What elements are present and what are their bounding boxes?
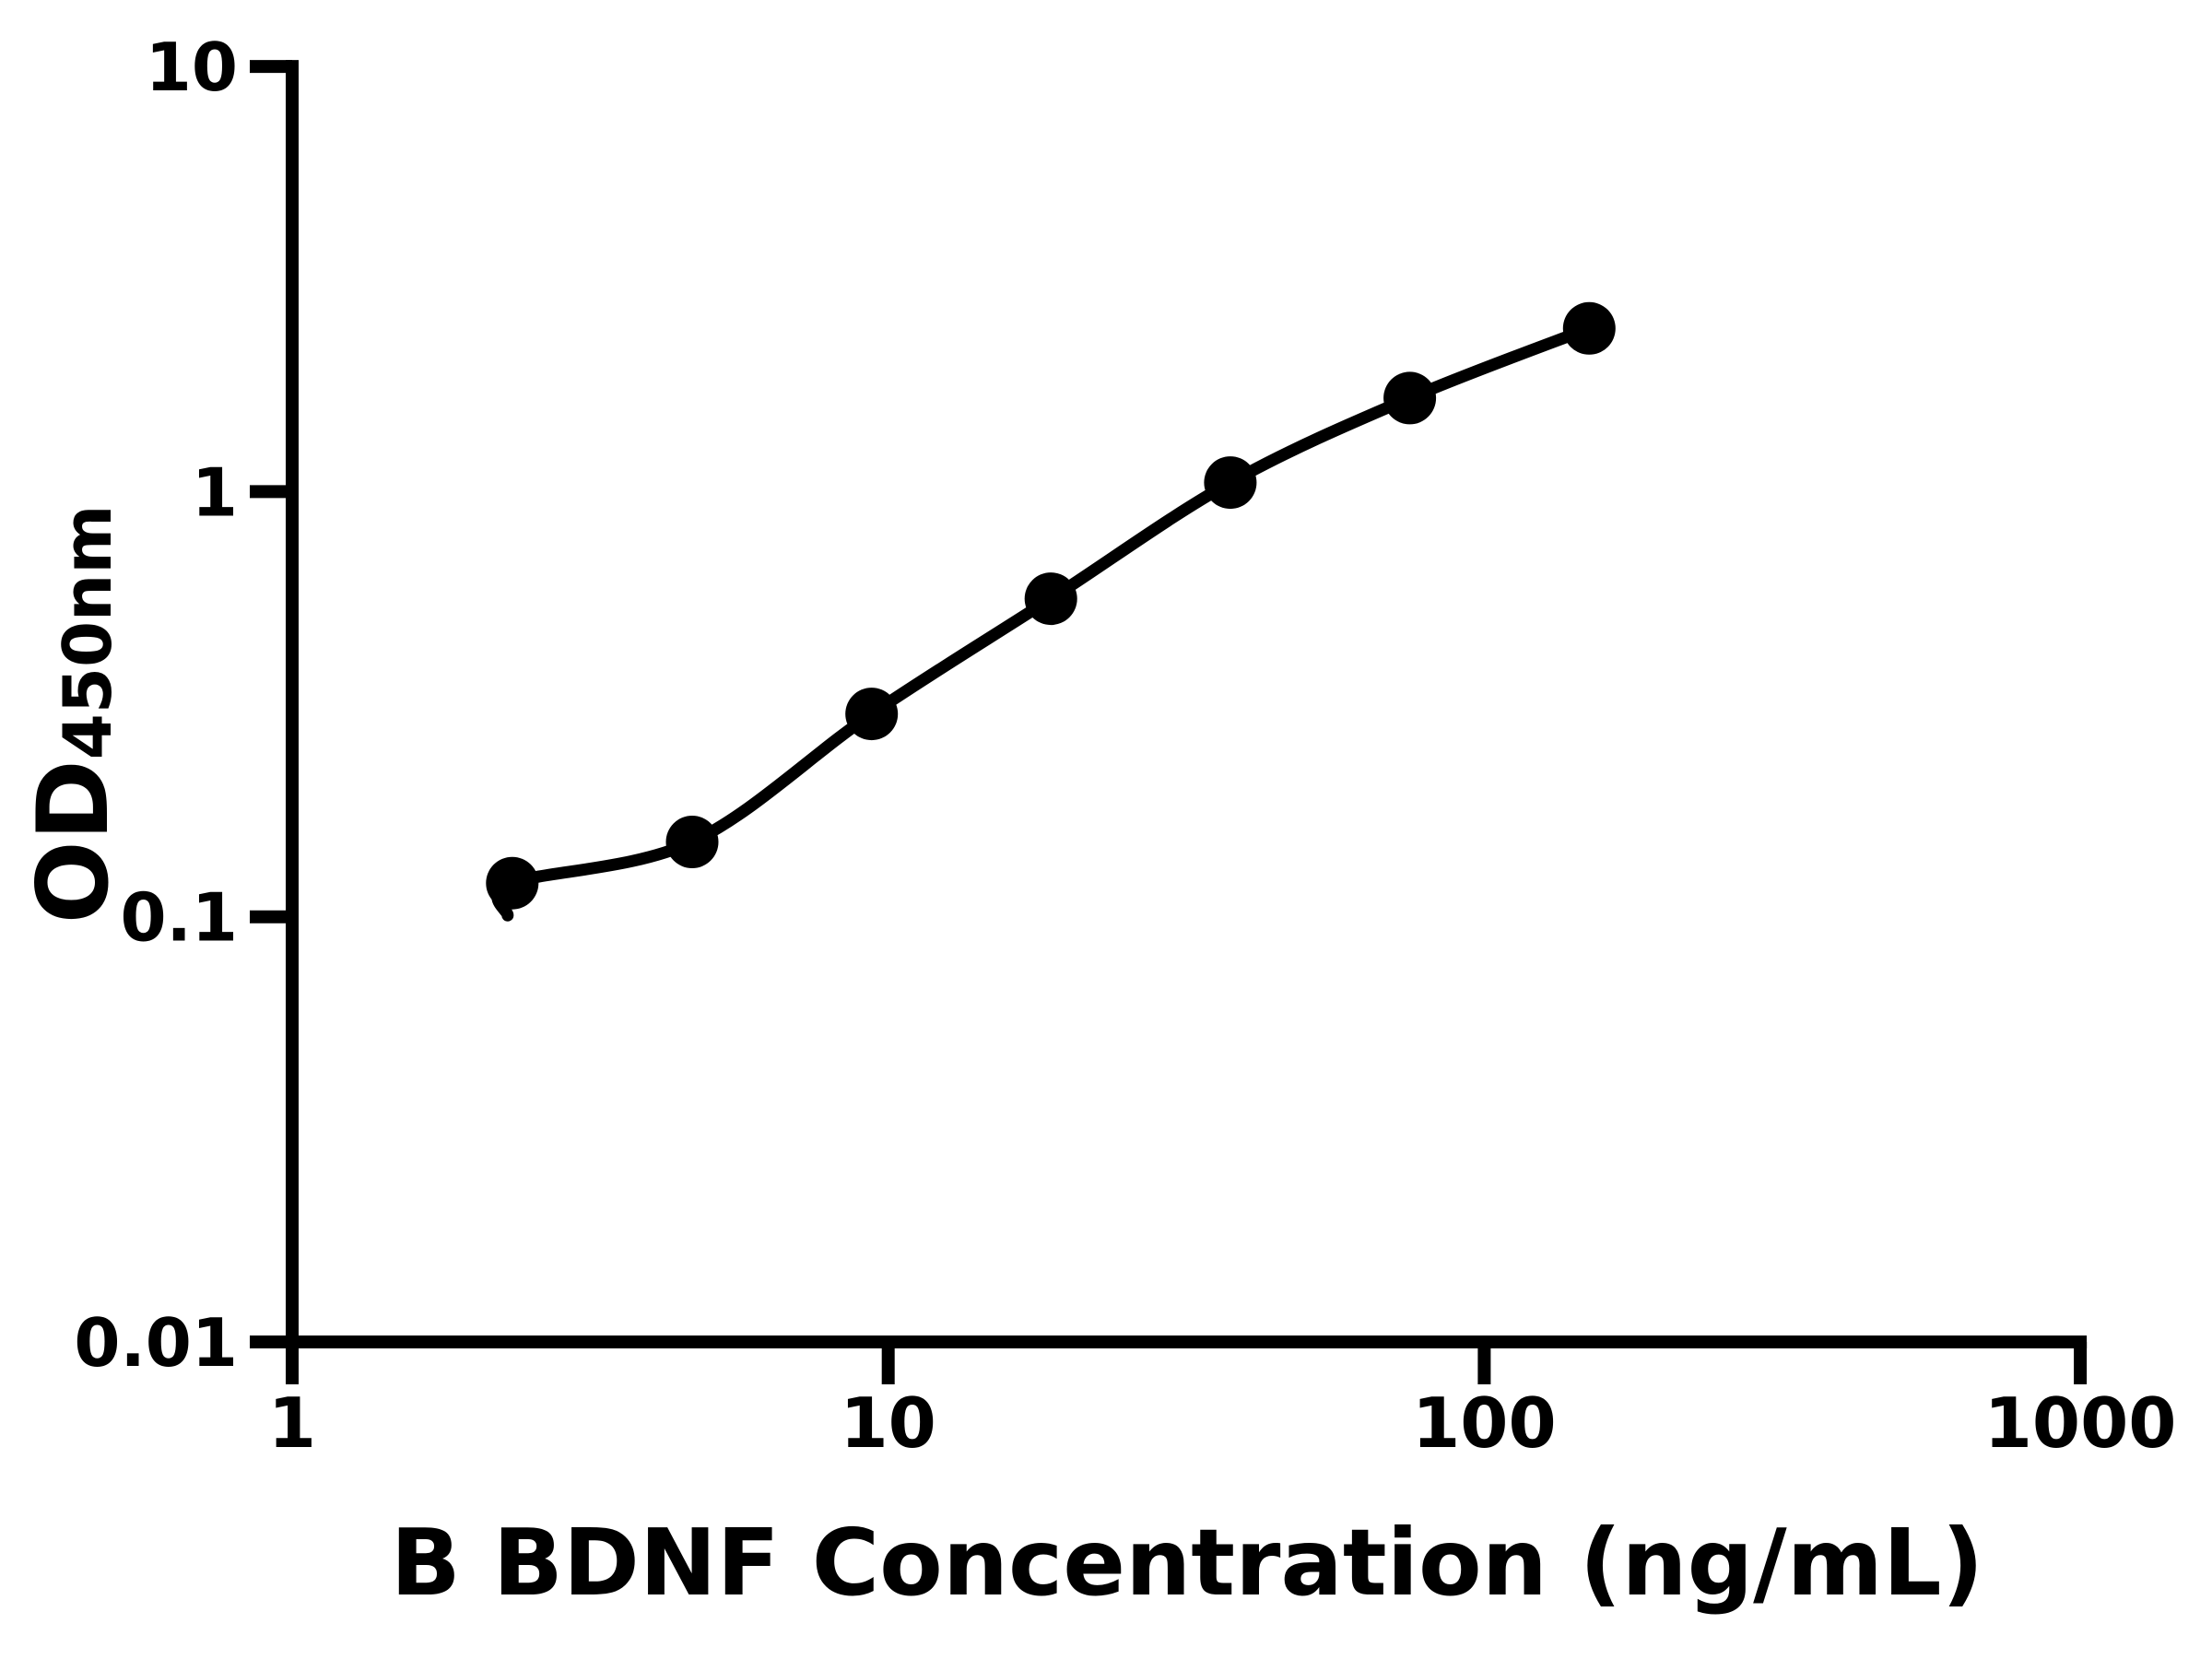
y-axis-title: OD450nm [17,505,130,924]
x-tick-label: 100 [1412,1382,1557,1464]
data-point-18.75 [1024,572,1077,626]
y-tick-label: 10 [146,29,238,106]
y-axis-title-main: OD [17,759,130,924]
data-point-37.5 [1204,456,1257,510]
data-point-4.69 [665,816,719,868]
y-axis-title-subscript: 450nm [49,505,126,760]
x-tick-label: 1000 [1984,1382,2177,1464]
y-tick-label: 1 [192,453,238,531]
x-tick-label: 10 [841,1382,936,1464]
data-point-9.38 [845,688,899,741]
y-tick-label: 0.01 [74,1304,238,1382]
x-tick-label: 1 [268,1382,316,1464]
y-tick-label: 0.1 [120,879,238,957]
data-point-75 [1383,371,1437,425]
x-axis-title: B BDNF Concentration (ng/mL) [391,1509,1984,1617]
data-point-150 [1562,301,1616,355]
data-point-2.34 [486,856,539,910]
